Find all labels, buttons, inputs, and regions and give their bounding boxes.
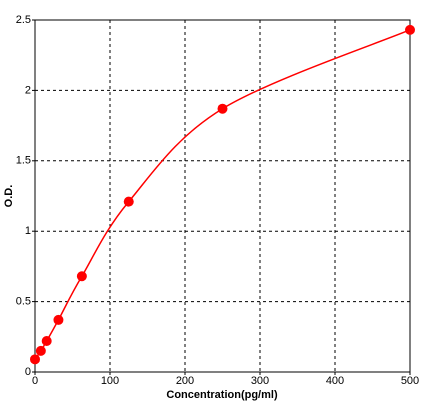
- y-tick-label: 2: [25, 84, 31, 96]
- x-tick-label: 500: [401, 375, 419, 387]
- y-tick-label: 2.5: [16, 14, 31, 26]
- x-tick-label: 400: [326, 375, 344, 387]
- x-tick-label: 300: [251, 375, 269, 387]
- y-tick-label: 1.5: [16, 155, 31, 167]
- data-point: [53, 314, 64, 325]
- data-point: [405, 24, 415, 35]
- x-tick-label: 0: [32, 375, 38, 387]
- data-point: [217, 103, 228, 114]
- x-axis-title: Concentration(pg/ml): [166, 389, 278, 401]
- data-point: [30, 354, 40, 365]
- x-tick-label: 100: [101, 375, 119, 387]
- data-point: [41, 336, 52, 347]
- y-tick-label: 1: [25, 225, 31, 237]
- data-point: [123, 196, 134, 207]
- y-tick-label: 0: [25, 366, 31, 378]
- y-axis-title: O.D.: [3, 185, 15, 208]
- plot-frame: [34, 19, 411, 373]
- data-point: [35, 345, 46, 356]
- data-point: [76, 271, 87, 282]
- y-tick-label: 0.5: [16, 296, 31, 308]
- x-tick-label: 200: [176, 375, 194, 387]
